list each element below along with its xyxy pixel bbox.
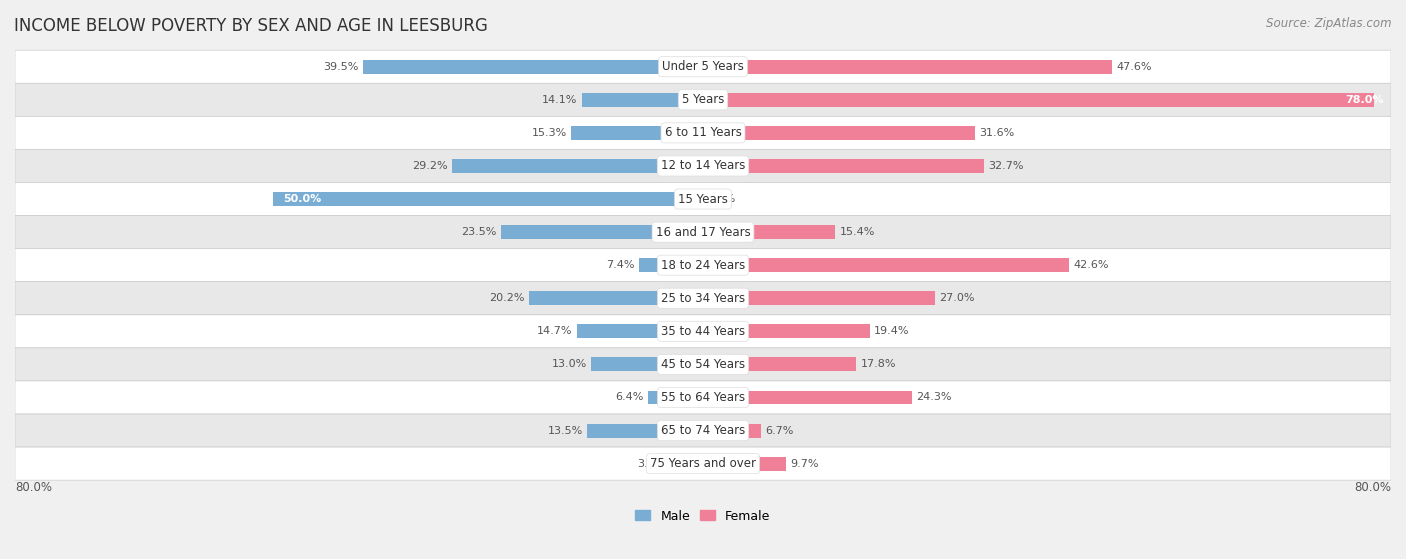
- FancyBboxPatch shape: [15, 315, 1391, 348]
- Text: 15 Years: 15 Years: [678, 192, 728, 206]
- Text: 6 to 11 Years: 6 to 11 Years: [665, 126, 741, 139]
- FancyBboxPatch shape: [15, 182, 1391, 216]
- Text: 9.7%: 9.7%: [790, 458, 820, 468]
- Text: 45 to 54 Years: 45 to 54 Years: [661, 358, 745, 371]
- Text: 50.0%: 50.0%: [284, 194, 322, 204]
- Text: 55 to 64 Years: 55 to 64 Years: [661, 391, 745, 404]
- Bar: [571, 126, 703, 140]
- Text: 27.0%: 27.0%: [939, 293, 974, 304]
- Bar: [640, 258, 703, 272]
- FancyBboxPatch shape: [15, 50, 1391, 83]
- Bar: [703, 291, 935, 305]
- Bar: [529, 291, 703, 305]
- FancyBboxPatch shape: [15, 381, 1391, 414]
- Bar: [703, 126, 974, 140]
- Bar: [591, 357, 703, 371]
- Text: 13.5%: 13.5%: [547, 425, 582, 435]
- Text: 6.4%: 6.4%: [616, 392, 644, 402]
- Text: 18 to 24 Years: 18 to 24 Years: [661, 259, 745, 272]
- Text: 24.3%: 24.3%: [917, 392, 952, 402]
- Text: 7.4%: 7.4%: [606, 260, 636, 270]
- Bar: [703, 324, 870, 338]
- Text: 17.8%: 17.8%: [860, 359, 896, 369]
- Text: 12 to 14 Years: 12 to 14 Years: [661, 159, 745, 173]
- Bar: [703, 391, 912, 404]
- Bar: [703, 457, 786, 471]
- Text: 16 and 17 Years: 16 and 17 Years: [655, 226, 751, 239]
- Bar: [671, 457, 703, 471]
- FancyBboxPatch shape: [15, 149, 1391, 182]
- Text: 20.2%: 20.2%: [489, 293, 524, 304]
- Legend: Male, Female: Male, Female: [630, 505, 776, 528]
- Bar: [703, 258, 1070, 272]
- Text: 65 to 74 Years: 65 to 74 Years: [661, 424, 745, 437]
- FancyBboxPatch shape: [15, 447, 1391, 480]
- Text: 80.0%: 80.0%: [15, 481, 52, 494]
- Bar: [501, 225, 703, 239]
- Bar: [703, 225, 835, 239]
- FancyBboxPatch shape: [15, 116, 1391, 149]
- Bar: [703, 60, 1112, 74]
- Text: 39.5%: 39.5%: [323, 61, 359, 72]
- Bar: [582, 93, 703, 107]
- Text: 14.1%: 14.1%: [543, 95, 578, 105]
- Text: 3.8%: 3.8%: [638, 458, 666, 468]
- Text: 25 to 34 Years: 25 to 34 Years: [661, 292, 745, 305]
- Text: 32.7%: 32.7%: [988, 161, 1024, 171]
- Bar: [576, 324, 703, 338]
- Text: Source: ZipAtlas.com: Source: ZipAtlas.com: [1267, 17, 1392, 30]
- Text: INCOME BELOW POVERTY BY SEX AND AGE IN LEESBURG: INCOME BELOW POVERTY BY SEX AND AGE IN L…: [14, 17, 488, 35]
- FancyBboxPatch shape: [15, 414, 1391, 447]
- Text: 13.0%: 13.0%: [551, 359, 586, 369]
- Text: 15.4%: 15.4%: [839, 227, 875, 237]
- FancyBboxPatch shape: [15, 249, 1391, 282]
- Text: 29.2%: 29.2%: [412, 161, 447, 171]
- Text: 75 Years and over: 75 Years and over: [650, 457, 756, 470]
- Bar: [451, 159, 703, 173]
- Text: 31.6%: 31.6%: [979, 128, 1014, 138]
- FancyBboxPatch shape: [15, 282, 1391, 315]
- Bar: [703, 357, 856, 371]
- FancyBboxPatch shape: [15, 216, 1391, 249]
- Text: 6.7%: 6.7%: [765, 425, 793, 435]
- Bar: [703, 93, 1374, 107]
- Text: 42.6%: 42.6%: [1074, 260, 1109, 270]
- FancyBboxPatch shape: [15, 83, 1391, 116]
- Text: 0.0%: 0.0%: [707, 194, 735, 204]
- Text: 47.6%: 47.6%: [1116, 61, 1152, 72]
- Bar: [586, 424, 703, 438]
- Text: 15.3%: 15.3%: [531, 128, 567, 138]
- Text: 80.0%: 80.0%: [1354, 481, 1391, 494]
- Bar: [273, 192, 703, 206]
- Bar: [703, 424, 761, 438]
- Text: 23.5%: 23.5%: [461, 227, 496, 237]
- Bar: [648, 391, 703, 404]
- Bar: [363, 60, 703, 74]
- Bar: [703, 159, 984, 173]
- Text: 14.7%: 14.7%: [537, 326, 572, 337]
- Text: Under 5 Years: Under 5 Years: [662, 60, 744, 73]
- Text: 19.4%: 19.4%: [875, 326, 910, 337]
- Text: 35 to 44 Years: 35 to 44 Years: [661, 325, 745, 338]
- FancyBboxPatch shape: [15, 348, 1391, 381]
- Text: 5 Years: 5 Years: [682, 93, 724, 106]
- Text: 78.0%: 78.0%: [1346, 95, 1384, 105]
